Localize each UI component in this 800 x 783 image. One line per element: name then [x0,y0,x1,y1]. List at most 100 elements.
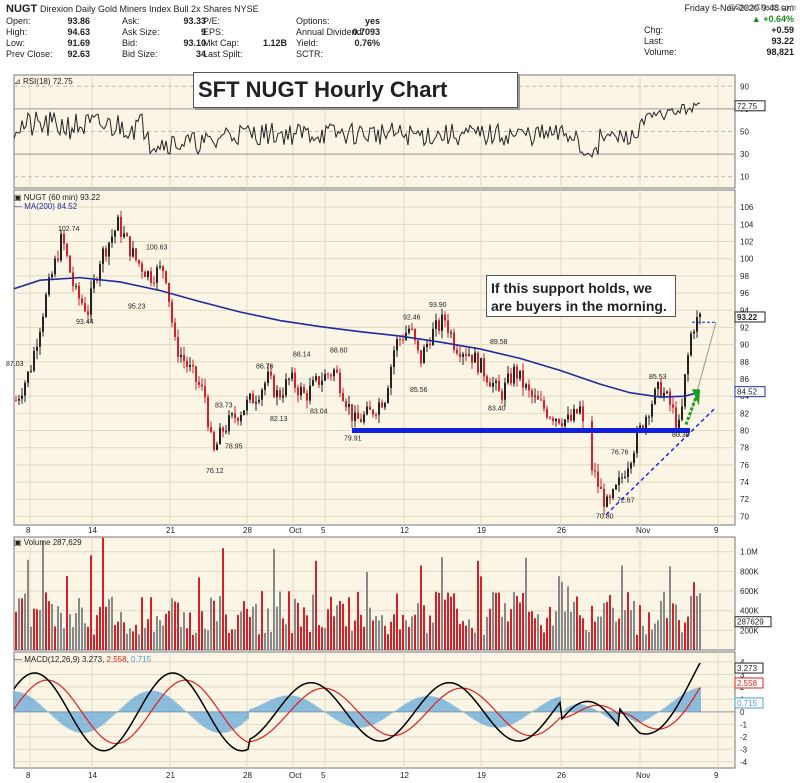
candle-body [123,233,125,237]
volume-bar [510,609,512,650]
macd-hist-bar [509,711,511,726]
macd-hist-bar [375,711,377,724]
macd-hist-bar [551,699,553,712]
callout-pointer [689,322,717,418]
volume-bar [579,615,581,650]
macd-hist-bar [577,704,579,712]
candle-body [150,271,152,283]
candle-body [399,339,401,341]
macd-hist-bar [63,711,65,726]
macd-hist-bar [607,711,609,718]
candle-body [48,277,50,295]
candle-body [489,382,491,387]
macd-hist-bar [275,697,277,712]
volume-bar [558,576,560,650]
macd-hist-bar [453,705,455,712]
macd-hist-bar [467,711,469,716]
macd-hist-bar [561,711,563,713]
candle-body [282,395,284,398]
macd-hist-bar [355,711,357,728]
price-axis-label: 104 [740,220,754,229]
macd-hist-bar [45,709,47,712]
candle-body [315,376,317,381]
macd-hist-bar [495,711,497,728]
candle-body [651,404,653,417]
ticker-symbol: NUGT [6,3,38,15]
volume-bar [372,620,374,650]
macd-hist-bar [673,700,675,712]
candle-body [351,403,353,421]
candle-body [471,354,473,363]
macd-hist-bar [321,709,323,712]
volume-bar [249,617,251,650]
candle-body [213,431,215,451]
volume-bar [534,618,536,650]
macd-hist-bar [61,711,63,725]
price-label: ▣ NUGT (60 min) 93.22 [14,193,101,202]
volume-bar [690,595,692,650]
macd-hist-bar [403,704,405,712]
candle-body [660,382,662,398]
macd-hist-bar [183,709,185,712]
volume-bar [99,606,101,650]
price-annotation: 83.73 [215,402,233,409]
volume-bar [102,537,104,650]
candle-body [507,373,509,383]
volume-bar [378,620,380,650]
macd-hist-bar [163,693,165,712]
candle-body [552,418,554,421]
macd-hist-bar [19,692,21,712]
volume-bar [159,620,161,650]
candle-body [687,355,689,375]
macd-hist-bar [483,711,485,725]
candle-body [246,399,248,411]
candle-body [555,418,557,421]
candle-body [570,414,572,421]
volume-bar [51,603,53,650]
macd-hist-bar [447,701,449,712]
macd-hist-bar [269,700,271,712]
macd-hist-bar [139,693,141,712]
macd-axis-label: -1 [740,720,748,729]
candle-body [510,373,512,384]
candle-body [192,364,194,367]
volume-bar [231,629,233,650]
candle-body [126,233,128,237]
candle-body [306,392,308,401]
candle-body [99,264,101,281]
macd-axis-label: -4 [740,758,748,767]
macd-hist-bar [521,711,523,719]
candle-body [342,393,344,401]
candle-body [276,390,278,398]
candle-body [102,248,104,265]
macd-hist-bar [309,701,311,712]
volume-bar [234,629,236,650]
macd-hist-bar [221,711,223,733]
macd-hist-bar [407,702,409,712]
volume-bar [540,625,542,650]
x-tick-label: 12 [400,771,409,780]
change-percent: ▲ +0.64% [751,14,794,24]
macd-hist-bar [123,705,125,712]
macd-hist-bar [373,711,375,725]
candle-body [672,404,674,408]
volume-bar [120,612,122,650]
volume-bar [621,565,623,650]
candle-body [597,471,599,487]
macd-hist-bar [53,711,55,718]
volume-bar [594,621,596,650]
volume-bar [93,634,95,650]
volume-bar [48,601,50,650]
quote-row: Yield: 0.76% [296,38,380,48]
candle-body [486,376,488,383]
macd-hist-bar [13,691,15,712]
macd-hist-bar [643,711,645,722]
macd-hist-bar [327,711,329,715]
volume-bar [615,621,617,650]
quote-row: EPS: [203,27,224,37]
macd-hist-bar [547,701,549,712]
volume-bar [699,593,701,650]
price-axis-label: 92 [740,323,749,332]
candle-body [468,354,470,356]
candle-body [279,390,281,398]
